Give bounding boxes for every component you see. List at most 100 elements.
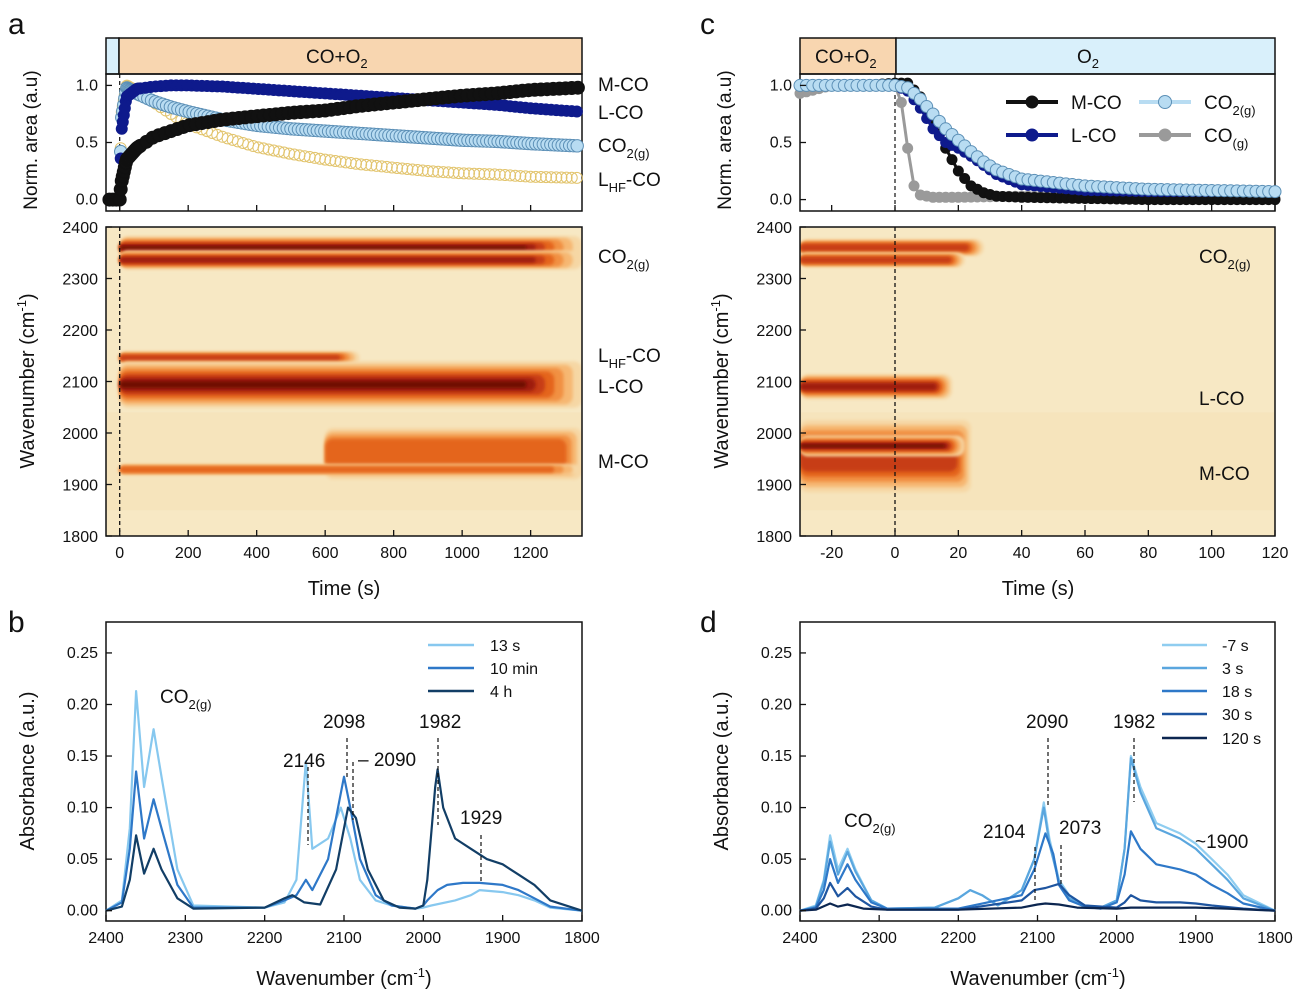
legend-c-lco: L-CO [1071,126,1116,147]
point-co2g [570,139,584,153]
point-lhf-co [360,158,373,171]
ylabel-b: Absorbance (a.u.) [17,692,39,851]
ann-d-1900: ~1900 [1195,832,1248,853]
heat-label-lco-c: L-CO [1199,389,1244,410]
x-tick-label: 60 [1076,545,1094,562]
y-tick-label: 0.00 [761,903,792,920]
point-lhf-co [504,169,517,182]
heat-label-co2-c: CO2(g) [1199,247,1251,272]
point-lhf-co [478,168,491,181]
x-tick-label: 2400 [88,930,124,947]
y-tick-label: 1900 [756,478,792,495]
legend-c: M-CO L-CO CO2(g) CO(g) [1006,93,1256,151]
point-lhf-co [452,167,465,180]
heat-label-lhf-a: LHF-CO [598,346,661,371]
point-lhf-co [524,170,537,183]
point-cog [908,180,920,192]
legend-d-30s: 30 s [1222,707,1252,724]
y-tick-label: 0.25 [761,645,792,662]
gas-band-label-a: CO+O2 [306,47,368,71]
point-lhf-co [529,170,542,183]
x-tick-label: 120 [1262,545,1289,562]
heat-band-level [119,355,341,361]
legend-c-mco: M-CO [1071,93,1122,114]
point-lhf-co [483,168,496,181]
ann-b-co2: CO2(g) [160,687,212,712]
point-lhf-co [473,167,486,180]
point-lhf-co [380,160,393,173]
heat-band-level [119,245,527,250]
heat-band-level [800,444,945,448]
ann-d-co2: CO2(g) [844,811,896,836]
x-tick-label: 0 [891,545,900,562]
gas-band-co-o2 [118,37,583,75]
y-tick-label: 0.5 [770,135,792,152]
y-tick-label: 0.05 [761,851,792,868]
x-tick-label: 40 [1013,545,1031,562]
panel-letter-b: b [8,606,25,639]
gas-band-o2-c [895,37,1276,75]
legend-b: 13 s 10 min 4 h [428,638,538,701]
point-lhf-co [442,166,455,179]
point-lhf-co [416,164,429,177]
y-tick-label: 0.20 [761,696,792,713]
y-tick-label: 1800 [756,529,792,546]
y-tick-label: 0.00 [67,903,98,920]
x-tick-label: 600 [312,545,339,562]
point-m-co [952,165,964,177]
x-tick-label: 2200 [941,930,977,947]
panel-c-top: CO+O2 O2 0.00.51.0 Norm. area (a.u) M-CO… [715,37,1282,212]
y-tick-label: 0.0 [770,192,792,209]
y-tick-label: 2400 [62,220,98,237]
x-tick-label: 1800 [564,930,600,947]
y-tick-label: 0.15 [67,748,98,765]
point-lhf-co [519,170,532,183]
y-tick-label: 2200 [62,323,98,340]
point-lhf-co [329,154,342,167]
spectrum-30s [799,881,1276,912]
y-tick-label: 2100 [756,375,792,392]
point-lhf-co [534,170,547,183]
spectrum-10min [105,770,583,912]
x-tick-label: -20 [820,545,843,562]
point-lhf-co [349,157,362,170]
point-m-co [959,172,971,184]
label-m-co-a: M-CO [598,75,649,96]
point-lhf-co [344,157,357,170]
xlabel-c: Time (s) [1002,578,1075,600]
point-lhf-co [570,171,583,184]
point-lhf-co [493,168,506,181]
point-lhf-co [324,154,337,167]
y-tick-label: 0.10 [67,800,98,817]
ylabel-c-map: Wavenumber (cm-1) [708,293,733,468]
heat-band-level [119,257,536,263]
point-lhf-co [406,163,419,176]
ylabel-a-map: Wavenumber (cm-1) [14,293,39,468]
x-tick-label: 2400 [782,930,818,947]
y-tick-label: 0.10 [761,800,792,817]
y-tick-label: 0.5 [76,135,98,152]
ann-d-2104: 2104 [983,822,1026,843]
y-tick-label: 1.0 [770,77,792,94]
point-cog [895,97,907,109]
legend-d-m7s: -7 s [1222,638,1249,655]
x-tick-label: 2300 [861,930,897,947]
x-tick-label: 800 [380,545,407,562]
y-tick-label: 2400 [756,220,792,237]
point-lhf-co [334,155,347,168]
x-tick-label: 2300 [168,930,204,947]
point-m-co [570,80,585,95]
x-tick-label: 2200 [247,930,283,947]
point-lhf-co [509,169,522,182]
x-tick-label: 2000 [1099,930,1135,947]
point-lhf-co [488,168,501,181]
y-tick-label: 2000 [62,426,98,443]
xlabel-d: Wavenumber (cm-1) [950,965,1125,990]
panel-letter-a: a [8,8,25,41]
y-tick-label: 2300 [62,272,98,289]
point-lhf-co [355,158,368,171]
ylabel-c-top: Norm. area (a.u) [715,70,736,209]
legend-b-13s: 13 s [490,638,520,655]
point-lhf-co [427,165,440,178]
